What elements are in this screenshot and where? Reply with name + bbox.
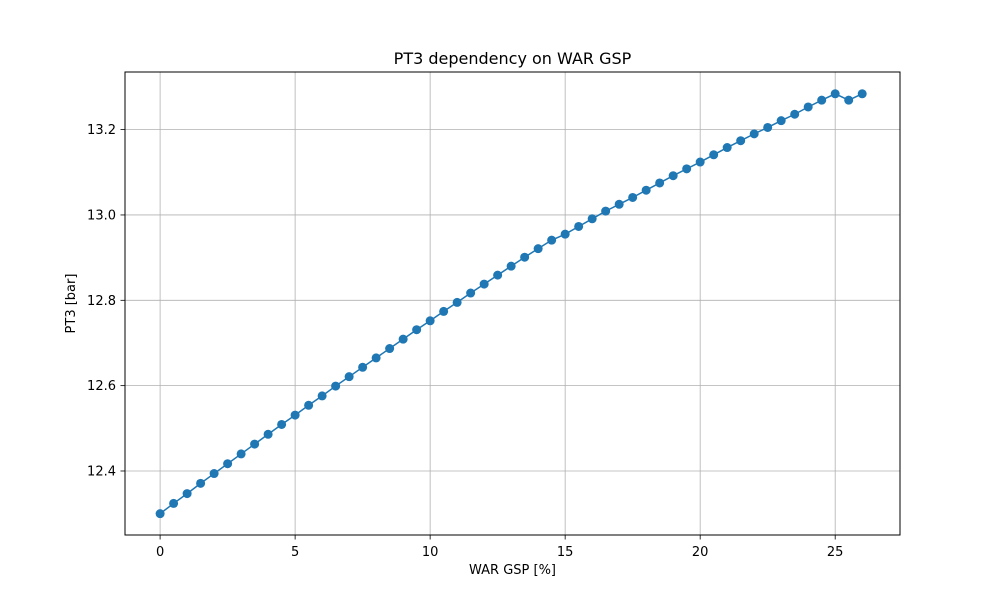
data-point — [412, 325, 422, 335]
data-point — [155, 509, 165, 519]
y-tick-label: 13.2 — [87, 123, 116, 138]
x-tick-label: 0 — [156, 545, 164, 560]
data-point — [628, 192, 638, 202]
data-point — [331, 381, 341, 391]
data-point — [560, 229, 570, 239]
data-point — [398, 334, 408, 344]
data-point — [682, 164, 692, 174]
data-point — [304, 400, 314, 410]
y-tick-label: 12.6 — [87, 379, 116, 394]
data-point — [547, 235, 557, 245]
data-point — [236, 449, 246, 459]
data-point — [533, 244, 543, 254]
data-point — [520, 252, 530, 262]
y-axis-label: PT3 [bar] — [64, 274, 79, 334]
y-tick-label: 12.4 — [87, 464, 116, 479]
data-point — [695, 157, 705, 167]
data-point — [776, 116, 786, 126]
data-point — [587, 214, 597, 224]
data-point — [668, 171, 678, 181]
data-point — [655, 178, 665, 188]
plot-area-background — [125, 72, 900, 535]
y-tick-label: 12.8 — [87, 294, 116, 309]
data-point — [817, 95, 827, 105]
x-tick-label: 20 — [692, 545, 709, 560]
data-point — [466, 288, 476, 298]
chart-title: PT3 dependency on WAR GSP — [394, 49, 632, 68]
data-point — [722, 143, 732, 153]
data-point — [790, 109, 800, 119]
data-point — [344, 372, 354, 382]
data-point — [250, 439, 260, 449]
data-point — [506, 261, 516, 271]
x-axis-label: WAR GSP [%] — [469, 563, 556, 578]
data-point — [601, 206, 611, 216]
data-point — [763, 122, 773, 132]
data-point — [196, 478, 206, 488]
x-tick-label: 10 — [422, 545, 439, 560]
data-point — [263, 429, 273, 439]
data-point — [493, 270, 503, 280]
x-tick-label: 15 — [557, 545, 574, 560]
data-point — [844, 95, 854, 105]
data-point — [358, 362, 368, 372]
data-point — [830, 89, 840, 99]
data-point — [641, 185, 651, 195]
data-point — [223, 459, 233, 469]
axis-ticks: 0 5 10 15 20 25 12.4 12.6 12.8 13.0 13.2 — [87, 123, 843, 560]
y-tick-label: 13.0 — [87, 208, 116, 223]
data-point — [182, 489, 192, 499]
plot-frame — [124, 71, 901, 536]
data-point — [479, 279, 489, 289]
data-point — [277, 419, 287, 429]
data-point — [574, 221, 584, 231]
data-point — [439, 306, 449, 316]
data-point — [614, 199, 624, 209]
data-point — [425, 316, 435, 326]
data-point — [371, 353, 381, 363]
x-tick-label: 25 — [827, 545, 844, 560]
data-point — [452, 297, 462, 307]
data-point — [290, 410, 300, 420]
data-point — [736, 136, 746, 146]
data-point — [857, 89, 867, 99]
data-point — [709, 150, 719, 160]
data-point — [803, 102, 813, 112]
x-tick-label: 5 — [291, 545, 299, 560]
data-point — [749, 129, 759, 139]
data-point — [169, 498, 179, 508]
data-series — [155, 89, 867, 519]
data-point — [209, 469, 219, 479]
data-point — [385, 344, 395, 354]
data-point — [317, 391, 327, 401]
